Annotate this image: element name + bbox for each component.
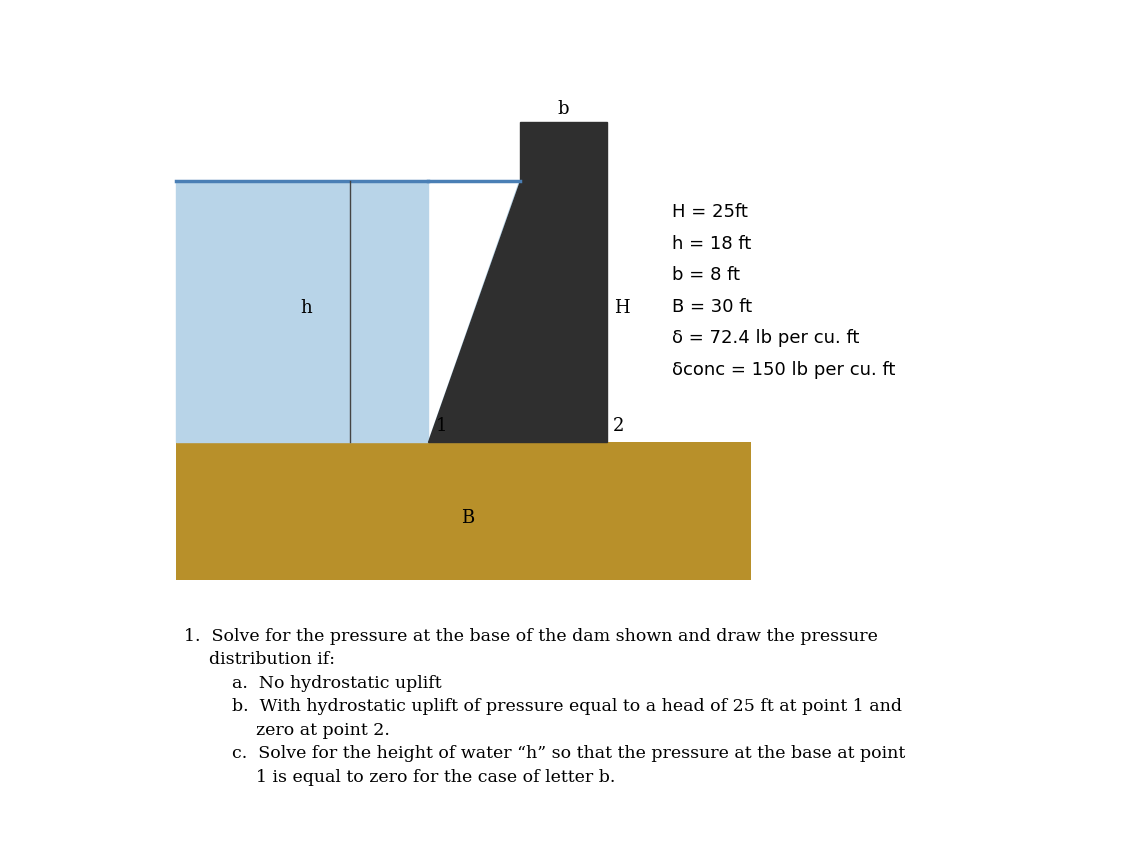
Polygon shape — [429, 122, 608, 442]
Text: b.  With hydrostatic uplift of pressure equal to a head of 25 ft at point 1 and: b. With hydrostatic uplift of pressure e… — [232, 698, 902, 715]
Text: b: b — [558, 100, 569, 118]
Text: δconc = 150 lb per cu. ft: δconc = 150 lb per cu. ft — [673, 360, 896, 378]
Text: c.  Solve for the height of water “h” so that the pressure at the base at point: c. Solve for the height of water “h” so … — [232, 745, 906, 762]
Text: a.  No hydrostatic uplift: a. No hydrostatic uplift — [232, 675, 442, 692]
Polygon shape — [176, 180, 429, 442]
Text: zero at point 2.: zero at point 2. — [255, 722, 389, 739]
Text: 1: 1 — [435, 417, 447, 435]
Text: h = 18 ft: h = 18 ft — [673, 235, 752, 252]
Text: B: B — [461, 508, 475, 527]
Text: B = 30 ft: B = 30 ft — [673, 298, 753, 315]
Text: 1.  Solve for the pressure at the base of the dam shown and draw the pressure: 1. Solve for the pressure at the base of… — [184, 627, 879, 644]
Text: H: H — [614, 299, 630, 317]
Text: b = 8 ft: b = 8 ft — [673, 266, 740, 284]
Text: H = 25ft: H = 25ft — [673, 203, 748, 222]
Text: δ = 72.4 lb per cu. ft: δ = 72.4 lb per cu. ft — [673, 329, 860, 347]
Text: 1 is equal to zero for the case of letter b.: 1 is equal to zero for the case of lette… — [255, 769, 615, 786]
Text: 2: 2 — [613, 417, 624, 435]
Text: distribution if:: distribution if: — [208, 651, 334, 668]
Bar — [176, 442, 752, 580]
Polygon shape — [429, 180, 520, 442]
Text: h: h — [300, 299, 312, 317]
